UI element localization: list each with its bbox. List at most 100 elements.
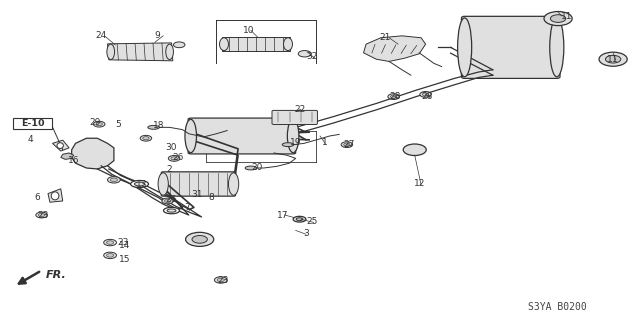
Ellipse shape [220,38,228,51]
Circle shape [36,212,47,218]
Polygon shape [222,37,290,51]
Circle shape [544,12,572,26]
Circle shape [108,177,120,183]
Circle shape [341,142,353,148]
Ellipse shape [284,38,292,51]
Text: 10: 10 [243,26,254,35]
FancyBboxPatch shape [272,110,317,124]
Polygon shape [52,140,69,151]
Ellipse shape [148,125,159,129]
Text: 23: 23 [117,238,129,247]
Text: 28: 28 [390,92,401,101]
Circle shape [106,253,114,257]
Circle shape [106,241,114,244]
Ellipse shape [228,173,239,195]
Polygon shape [364,36,426,61]
Text: 8: 8 [209,193,214,202]
Text: 3: 3 [303,229,308,238]
Text: 23: 23 [217,276,228,285]
Ellipse shape [57,143,63,148]
Polygon shape [108,43,173,61]
Text: 6: 6 [35,193,40,202]
Text: 5: 5 [116,120,121,129]
Text: 18: 18 [153,121,164,130]
Circle shape [168,156,180,161]
Text: 30: 30 [166,143,177,152]
Text: 9: 9 [154,31,159,40]
Circle shape [192,236,207,243]
Circle shape [140,135,152,141]
Text: S3YA B0200: S3YA B0200 [528,301,587,312]
Ellipse shape [282,143,294,147]
Text: 31: 31 [191,190,203,199]
Text: 23: 23 [38,211,49,220]
Ellipse shape [287,119,299,153]
Circle shape [344,143,350,146]
Circle shape [162,198,173,204]
Ellipse shape [167,209,176,212]
FancyBboxPatch shape [13,118,52,129]
Circle shape [214,277,227,283]
Ellipse shape [164,207,179,214]
Text: 20: 20 [252,163,263,172]
Ellipse shape [166,44,173,60]
Ellipse shape [458,18,472,77]
Circle shape [143,137,149,140]
Ellipse shape [245,166,257,170]
Circle shape [93,121,105,127]
Text: 1: 1 [323,138,328,147]
Text: 11: 11 [561,12,572,20]
Polygon shape [72,138,114,169]
Ellipse shape [51,192,59,200]
Text: 19: 19 [290,138,301,147]
Text: E-10: E-10 [21,119,44,128]
Ellipse shape [185,119,196,153]
Text: 16: 16 [68,156,79,165]
Text: FR.: FR. [46,269,67,280]
Ellipse shape [296,218,303,221]
Circle shape [217,278,225,282]
Circle shape [390,95,397,98]
Circle shape [171,157,177,160]
Circle shape [173,42,185,48]
Circle shape [164,199,171,203]
Ellipse shape [158,173,168,195]
FancyBboxPatch shape [161,172,236,196]
Text: 27: 27 [343,140,355,149]
Circle shape [110,178,118,182]
Text: 24: 24 [95,31,107,40]
Polygon shape [61,153,74,159]
Text: 26: 26 [172,153,184,162]
Text: 11: 11 [607,55,619,64]
FancyBboxPatch shape [188,118,296,154]
Text: 7: 7 [184,203,189,212]
Circle shape [186,232,214,246]
Text: 17: 17 [277,211,289,220]
Text: 32: 32 [307,52,318,61]
Text: 22: 22 [294,105,305,114]
Text: 2: 2 [167,165,172,174]
Circle shape [550,15,566,22]
Text: 4: 4 [28,135,33,144]
Circle shape [422,93,429,96]
Ellipse shape [293,216,306,222]
Ellipse shape [550,18,564,77]
Circle shape [605,55,621,63]
Text: 26: 26 [166,195,177,204]
Circle shape [298,51,311,57]
Text: 15: 15 [119,255,131,264]
Circle shape [403,144,426,156]
FancyBboxPatch shape [461,16,560,78]
Text: 25: 25 [307,217,318,226]
Circle shape [104,239,116,246]
Text: 12: 12 [413,179,425,188]
Ellipse shape [107,44,115,60]
Circle shape [599,52,627,66]
Circle shape [104,252,116,259]
Circle shape [420,92,431,97]
Circle shape [38,213,45,217]
Ellipse shape [131,180,148,188]
Ellipse shape [134,182,145,186]
Text: 28: 28 [422,92,433,101]
Polygon shape [48,189,63,202]
